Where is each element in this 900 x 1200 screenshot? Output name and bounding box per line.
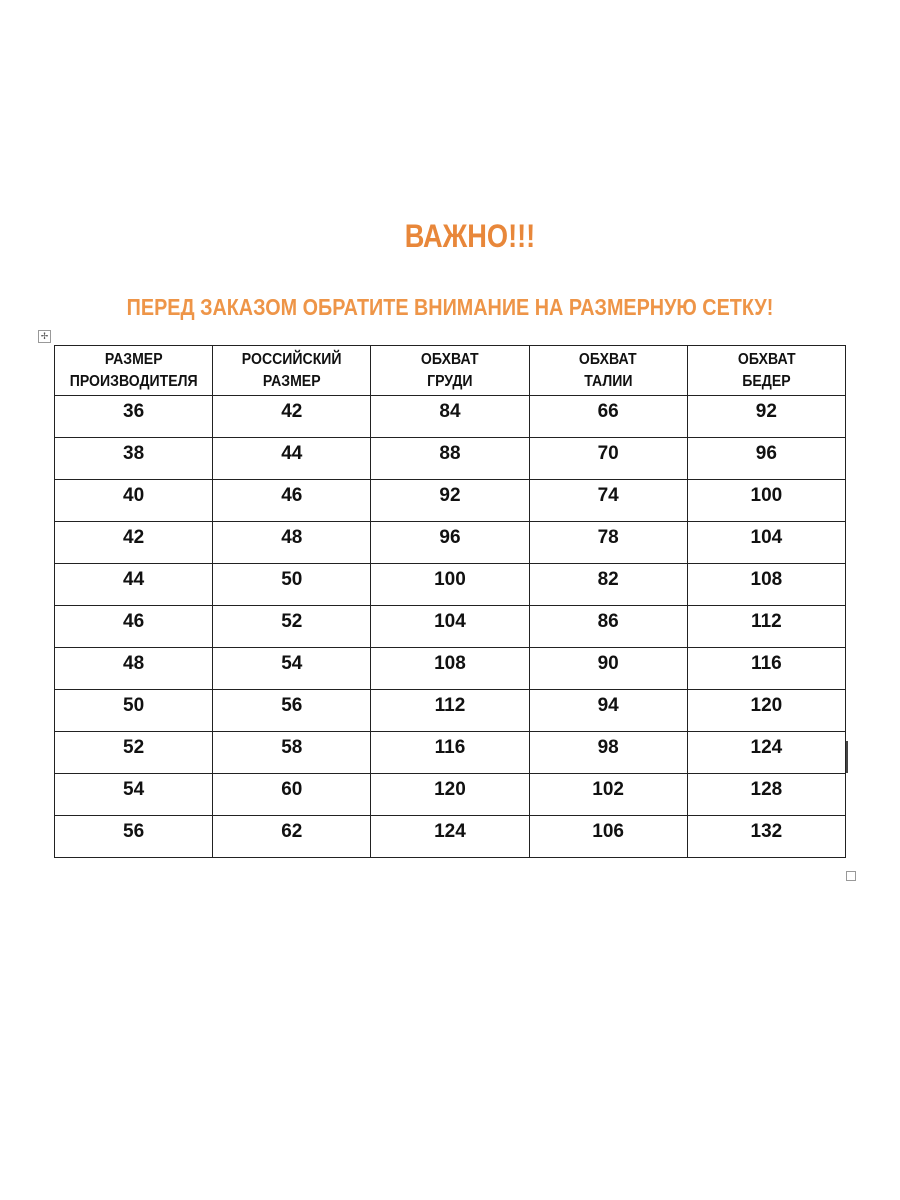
table-row: 44 50 100 82 108 <box>53 563 847 606</box>
column-header-line: ОБХВАТ <box>737 350 796 368</box>
table-cell: 52 <box>53 731 214 774</box>
table-row: 36 42 84 66 92 <box>53 395 847 438</box>
table-cell: 36 <box>53 395 214 438</box>
table-cell: 42 <box>53 521 214 564</box>
table-cell: 124 <box>370 815 530 858</box>
table-row: 38 44 88 70 96 <box>53 437 847 480</box>
column-header: ОБХВАТ ГРУДИ <box>370 345 530 396</box>
table-cell: 46 <box>53 605 214 648</box>
page-subtitle: ПЕРЕД ЗАКАЗОМ ОБРАТИТЕ ВНИМАНИЕ НА РАЗМЕ… <box>126 294 774 320</box>
table-row: 46 52 104 86 112 <box>53 605 847 648</box>
table-cell: 120 <box>370 773 530 816</box>
table-cell: 74 <box>528 479 688 522</box>
table-cell: 94 <box>528 689 688 732</box>
table-cell: 100 <box>370 563 530 606</box>
table-cell: 116 <box>686 647 847 690</box>
column-header-line: ТАЛИИ <box>584 372 633 390</box>
column-header: РОССИЙСКИЙ РАЗМЕР <box>212 345 372 396</box>
table-cell: 120 <box>686 689 847 732</box>
table-cell: 78 <box>528 521 688 564</box>
table-cell: 102 <box>528 773 688 816</box>
table-cell: 112 <box>686 605 847 648</box>
column-resize-marker[interactable] <box>846 741 848 773</box>
column-header: ОБХВАТ БЕДЕР <box>686 345 847 396</box>
column-header-line: ОБХВАТ <box>579 350 637 368</box>
table-cell: 108 <box>370 647 530 690</box>
table-body: 36 42 84 66 92 38 44 88 70 96 40 46 92 74 100 42 48 96 78 1… <box>53 395 847 858</box>
table-row: 54 60 120 102 128 <box>53 773 847 816</box>
table-cell: 54 <box>212 647 372 690</box>
table-cell: 86 <box>528 605 688 648</box>
table-cell: 88 <box>370 437 530 480</box>
size-table: РАЗМЕР ПРОИЗВОДИТЕЛЯ РОССИЙСКИЙ РАЗМЕР ОБХВА… <box>53 345 847 858</box>
table-cell: 90 <box>528 647 688 690</box>
table-cell: 100 <box>686 479 847 522</box>
column-header-line: ПРОИЗВОДИТЕЛЯ <box>69 372 198 390</box>
table-cell: 50 <box>53 689 214 732</box>
column-header-line: БЕДЕР <box>742 372 791 390</box>
table-cell: 112 <box>370 689 530 732</box>
table-row: 48 54 108 90 116 <box>53 647 847 690</box>
table-move-handle-icon[interactable]: ✢ <box>38 330 51 343</box>
table-cell: 60 <box>212 773 372 816</box>
page-title: ВАЖНО!!! <box>404 218 536 254</box>
table-cell: 96 <box>686 437 847 480</box>
table-cell: 98 <box>528 731 688 774</box>
column-header: ОБХВАТ ТАЛИИ <box>528 345 688 396</box>
table-cell: 82 <box>528 563 688 606</box>
table-row: 52 58 116 98 124 <box>53 731 847 774</box>
table-cell: 52 <box>212 605 372 648</box>
table-cell: 108 <box>686 563 847 606</box>
table-cell: 44 <box>53 563 214 606</box>
table-cell: 56 <box>212 689 372 732</box>
column-header-line: РАЗМЕР <box>104 350 163 368</box>
table-cell: 104 <box>686 521 847 564</box>
column-header: РАЗМЕР ПРОИЗВОДИТЕЛЯ <box>53 345 214 396</box>
table-row: 42 48 96 78 104 <box>53 521 847 564</box>
table-row: 40 46 92 74 100 <box>53 479 847 522</box>
column-header-line: РОССИЙСКИЙ <box>241 350 342 368</box>
table-cell: 128 <box>686 773 847 816</box>
table-resize-handle-icon[interactable] <box>846 871 856 881</box>
table-cell: 58 <box>212 731 372 774</box>
table-cell: 132 <box>686 815 847 858</box>
table-cell: 48 <box>53 647 214 690</box>
table-cell: 116 <box>370 731 530 774</box>
table-row: 56 62 124 106 132 <box>53 815 847 858</box>
table-cell: 84 <box>370 395 530 438</box>
table-cell: 104 <box>370 605 530 648</box>
table-cell: 92 <box>370 479 530 522</box>
table-cell: 66 <box>528 395 688 438</box>
table-cell: 92 <box>686 395 847 438</box>
table-cell: 40 <box>53 479 214 522</box>
table-cell: 50 <box>212 563 372 606</box>
table-cell: 38 <box>53 437 214 480</box>
table-cell: 70 <box>528 437 688 480</box>
table-cell: 62 <box>212 815 372 858</box>
table-cell: 124 <box>686 731 847 774</box>
table-row: 50 56 112 94 120 <box>53 689 847 732</box>
table-cell: 56 <box>53 815 214 858</box>
table-cell: 48 <box>212 521 372 564</box>
table-cell: 42 <box>212 395 372 438</box>
column-header-line: ГРУДИ <box>427 372 473 390</box>
table-cell: 46 <box>212 479 372 522</box>
table-header-row: РАЗМЕР ПРОИЗВОДИТЕЛЯ РОССИЙСКИЙ РАЗМЕР ОБХВА… <box>53 345 847 396</box>
table-cell: 106 <box>528 815 688 858</box>
column-header-line: ОБХВАТ <box>421 350 479 368</box>
column-header-line: РАЗМЕР <box>262 372 321 390</box>
table-cell: 54 <box>53 773 214 816</box>
table-cell: 96 <box>370 521 530 564</box>
table-cell: 44 <box>212 437 372 480</box>
